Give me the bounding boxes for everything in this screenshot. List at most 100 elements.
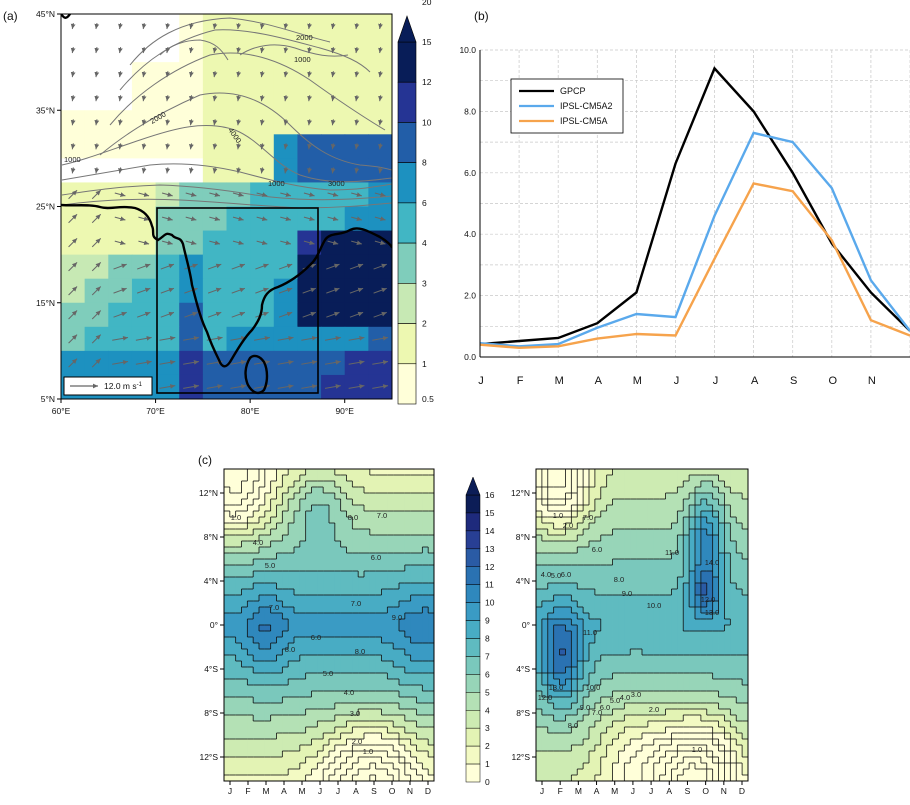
contour-fill-cell [294,751,301,758]
contour-fill-cell [253,649,260,656]
contour-fill-cell [653,697,661,704]
contour-fill-cell [387,655,394,662]
contour-fill-cell [428,655,434,662]
contour-fill-cell [683,487,690,494]
contour-fill-cell [311,571,318,578]
contour-fill-cell [742,697,748,704]
contour-fill-cell [305,619,312,626]
contour-fill-cell [276,733,283,740]
contour-fill-cell [235,751,242,758]
contour-fill-cell [677,625,684,632]
contour-fill-cell [653,727,661,734]
contour-fill-cell [416,733,423,740]
contour-fill-cell [270,763,277,770]
contour-fill-cell [364,517,371,524]
contour-fill-cell [387,775,394,781]
contour-fill-cell [647,553,655,560]
contour-fill-cell [642,625,649,632]
contour-fill-cell [264,505,272,512]
contour-fill-cell [264,481,272,488]
contour-fill-cell [659,547,666,554]
contour-fill-cell [329,739,336,746]
contour-fill-cell [742,505,748,512]
contour-fill-cell [700,559,708,566]
contour-fill-cell [229,547,237,554]
contour-fill-cell [618,607,625,614]
contour-fill-cell [630,595,637,602]
contour-fill-cell [381,661,388,668]
contour-fill-cell [553,499,560,506]
contour-fill-cell [235,637,242,644]
wind-vector [185,216,197,221]
contour-fill-cell [235,595,242,602]
contour-fill-cell [282,583,289,590]
contour-fill-cell [317,583,324,590]
contour-fill-cell [712,583,719,590]
contour-fill-cell [282,607,289,614]
contour-fill-cell [294,493,301,500]
contour-fill-cell [311,589,318,596]
contour-fill-cell [565,553,572,560]
contour-fill-cell [695,643,702,650]
contour-fill-cell [606,733,613,740]
contour-fill-cell [665,565,672,572]
wind-vector [255,263,269,270]
contour-fill-cell [305,511,312,518]
contour-fill-cell [547,667,555,674]
contour-fill-cell [718,511,725,518]
contour-fill-cell [589,649,596,656]
contour-fill-cell [565,607,572,614]
contour-fill-cell [235,475,242,482]
contour-fill-cell [553,523,560,530]
contour-fill-cell [718,547,725,554]
contour-fill-cell [659,559,666,566]
contour-fill-cell [247,613,254,620]
contour-fill-cell [612,523,619,530]
contour-fill-cell [536,667,543,674]
contour-fill-cell [364,733,371,740]
contour-fill-cell [642,493,649,500]
contour-fill-cell [381,607,388,614]
contour-fill-cell [695,481,702,488]
contour-fill-cell [288,643,295,650]
contour-fill-cell [317,595,324,602]
contour-fill-cell [334,625,342,632]
contour-fill-cell [636,679,643,686]
contour-fill-cell [253,637,260,644]
contour-fill-cell [630,505,637,512]
contour-fill-cell [352,775,359,781]
contour-fill-cell [583,715,590,722]
contour-fill-cell [612,637,619,644]
contour-fill-cell [606,601,613,608]
contour-fill-cell [224,661,231,668]
contour-fill-cell [334,643,342,650]
contour-fill-cell [636,709,643,716]
contour-fill-cell [665,703,672,710]
wind-vector [138,192,150,197]
contour-fill-cell [541,727,549,734]
contour-fill-cell [671,673,678,680]
contour-fill-cell [311,715,318,722]
contour-fill-cell [600,553,608,560]
contour-fill-cell [259,745,266,752]
contour-fill-cell [665,637,672,644]
contour-fill-cell [329,763,336,770]
contour-fill-cell [305,685,312,692]
contour-fill-cell [375,637,382,644]
contour-fill-cell [706,715,714,722]
contour-fill-cell [294,535,301,542]
contour-fill-cell [665,487,672,494]
contour-fill-cell [553,475,560,482]
panel-b-axes: 0.02.04.06.08.010.0J F M A M J J A S O N [459,45,910,387]
contour-fill-cell [724,655,731,662]
wind-vector [236,71,242,78]
contour-fill-cell [334,589,342,596]
contour-fill-cell [311,475,318,482]
contour-fill-cell [659,541,666,548]
contour-fill-cell [547,637,555,644]
contour-fill-cell [270,739,277,746]
contour-fill-cell [235,679,242,686]
contour-fill-cell [565,487,572,494]
contour-fill-cell [387,607,394,614]
contour-fill-cell [288,721,295,728]
